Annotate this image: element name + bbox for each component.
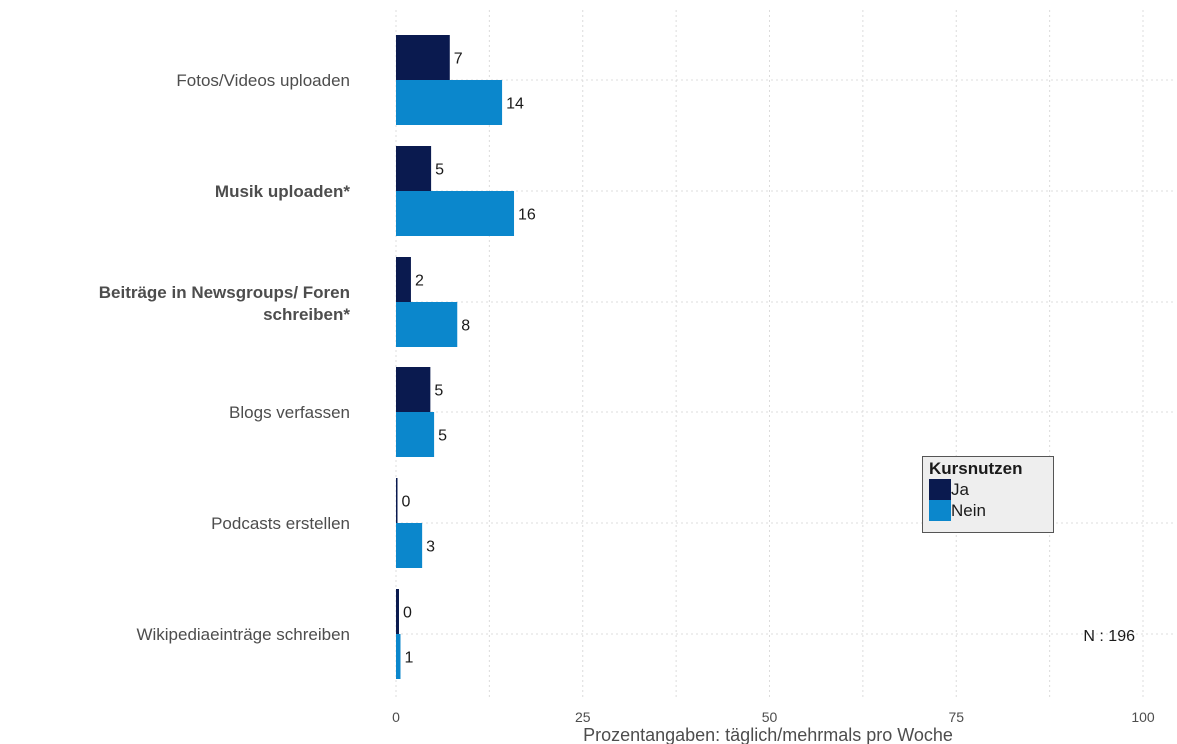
- bar-nein: [396, 302, 458, 347]
- x-tick-label: 100: [1131, 709, 1155, 725]
- legend-item-nein: Nein: [929, 500, 1053, 521]
- bar-value-label: 0: [403, 605, 412, 622]
- bar-nein: [396, 191, 515, 236]
- x-tick-label: 25: [575, 709, 591, 725]
- x-tick-label: 0: [392, 709, 400, 725]
- category-labels: Fotos/Videos uploaden Musik uploaden* Beit…: [99, 71, 351, 644]
- legend-label-nein: Nein: [951, 500, 986, 520]
- bar-nein: [396, 634, 401, 679]
- legend-swatch-nein: [929, 500, 951, 521]
- bar-value-label: 8: [461, 318, 470, 335]
- sample-size-note: N : 196: [1083, 628, 1135, 645]
- bar-nein: [396, 523, 423, 568]
- category-label: Wikipediaeinträge schreiben: [136, 625, 350, 644]
- category-label: Musik uploaden*: [215, 182, 350, 201]
- bar-value-label: 5: [434, 383, 443, 400]
- category-label: Blogs verfassen: [229, 403, 350, 422]
- bar-value-label: 5: [438, 428, 447, 445]
- x-tick-label: 75: [948, 709, 964, 725]
- bar-nein: [396, 412, 435, 457]
- legend-item-ja: Ja: [929, 479, 1053, 500]
- legend: Kursnutzen Ja Nein: [922, 456, 1054, 533]
- bar-value-label: 7: [454, 51, 463, 68]
- bar-value-label: 3: [426, 539, 435, 556]
- bar-ja: [396, 478, 398, 523]
- bar-ja: [396, 589, 399, 634]
- bar-ja: [396, 257, 411, 302]
- x-tick-label: 50: [762, 709, 778, 725]
- bar-value-label: 0: [401, 494, 410, 511]
- category-label: Fotos/Videos uploaden: [176, 71, 350, 90]
- bar-value-label: 16: [518, 207, 536, 224]
- bar-value-labels: 7 5 2 5 0 0 14 16 8 5 3 1: [401, 51, 535, 667]
- category-label: Podcasts erstellen: [211, 514, 350, 533]
- bar-value-label: 1: [404, 650, 413, 667]
- bar-value-label: 5: [435, 162, 444, 179]
- legend-label-ja: Ja: [951, 479, 969, 499]
- bar-value-label: 14: [506, 96, 524, 113]
- bar-group: [396, 35, 515, 679]
- x-axis-label: Prozentangaben: täglich/mehrmals pro Woc…: [583, 725, 953, 744]
- bar-ja: [396, 367, 431, 412]
- grid-lines: [395, 10, 1173, 700]
- x-tick-labels: 0 25 50 75 100: [392, 709, 1155, 725]
- category-label: Beiträge in Newsgroups/ Foren schreiben*: [99, 283, 351, 324]
- legend-title: Kursnutzen: [929, 459, 1023, 478]
- bar-nein: [396, 80, 503, 125]
- bar-ja: [396, 146, 432, 191]
- legend-swatch-ja: [929, 479, 951, 500]
- bar-value-label: 2: [415, 273, 424, 290]
- bar-ja: [396, 35, 450, 80]
